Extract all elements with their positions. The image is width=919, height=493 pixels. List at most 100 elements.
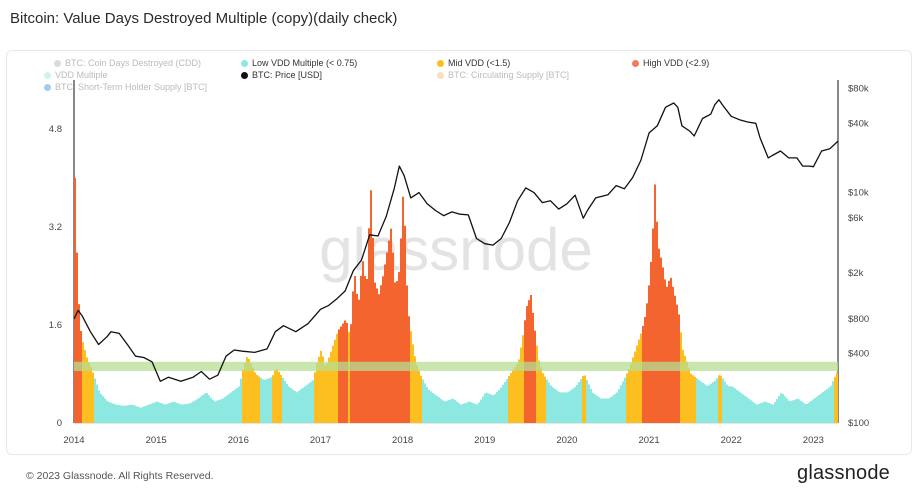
vdd-bar [750, 400, 752, 423]
vdd-bar [542, 373, 544, 423]
vdd-bar [740, 392, 742, 423]
vdd-bar [110, 402, 112, 423]
vdd-bar [326, 363, 328, 423]
vdd-bar [792, 400, 794, 423]
vdd-bar [208, 395, 210, 423]
vdd-bar [454, 400, 456, 423]
vdd-bar [298, 390, 300, 423]
vdd-bar [116, 404, 118, 423]
legend-item-high-vdd[interactable]: High VDD (<2.9) [632, 58, 709, 68]
vdd-bar [742, 394, 744, 423]
vdd-bar [196, 399, 198, 423]
vdd-bar [176, 402, 178, 423]
y-right-tick-label: $800 [848, 314, 869, 325]
vdd-bar [388, 240, 390, 423]
vdd-bar [786, 398, 788, 423]
vdd-bar [140, 407, 142, 423]
vdd-bar [610, 396, 612, 423]
legend-item-vdd-multiple[interactable]: VDD Multiple [44, 70, 108, 80]
legend-item-low-vdd[interactable]: Low VDD Multiple (< 0.75) [241, 58, 357, 68]
legend-item-sth-supply[interactable]: BTC: Short-Term Holder Supply [BTC] [44, 82, 207, 92]
vdd-bar [268, 378, 270, 423]
vdd-bar [442, 400, 444, 423]
vdd-bar [348, 331, 350, 423]
vdd-bar [558, 391, 560, 423]
vdd-bar [592, 392, 594, 423]
vdd-bar [328, 357, 330, 423]
vdd-bar [414, 356, 416, 423]
legend-label: VDD Multiple [55, 70, 108, 80]
vdd-bar [184, 404, 186, 423]
vdd-bar [590, 388, 592, 423]
legend-swatch [437, 71, 444, 79]
vdd-bar [486, 392, 488, 423]
vdd-bar [352, 291, 354, 423]
vdd-bar [404, 225, 406, 423]
vdd-bar [616, 392, 618, 423]
vdd-bar [108, 401, 110, 423]
vdd-bar [156, 401, 158, 423]
vdd-bar [396, 281, 398, 423]
vdd-bar [382, 276, 384, 423]
vdd-bar [704, 384, 706, 423]
legend-swatch [632, 59, 639, 67]
vdd-bar [694, 376, 696, 423]
vdd-bar [772, 404, 774, 423]
vdd-bar [436, 395, 438, 423]
vdd-bar [516, 364, 518, 423]
vdd-bar [240, 378, 242, 423]
vdd-bar [84, 350, 86, 423]
vdd-bar [372, 237, 374, 423]
vdd-bar [638, 339, 640, 423]
vdd-bar [570, 390, 572, 423]
legend-item-btc-price[interactable]: BTC: Price [USD] [241, 70, 322, 80]
x-tick-label: 2022 [721, 435, 742, 446]
vdd-bar [162, 403, 164, 423]
vdd-bar [390, 228, 392, 423]
vdd-bar [222, 398, 224, 423]
vdd-bar [556, 390, 558, 423]
vdd-bar [118, 405, 120, 423]
vdd-bar [332, 345, 334, 423]
vdd-bar [712, 382, 714, 423]
vdd-bar [160, 402, 162, 423]
vdd-bar [92, 372, 94, 423]
vdd-bar [232, 390, 234, 423]
vdd-bar [322, 356, 324, 423]
vdd-bar [548, 382, 550, 423]
vdd-bar [582, 375, 584, 423]
legend-item-mid-vdd[interactable]: Mid VDD (<1.5) [437, 58, 510, 68]
y-left-tick-label: 3.2 [49, 222, 62, 233]
vdd-bar [816, 396, 818, 423]
vdd-bar [536, 345, 538, 423]
vdd-bar [252, 367, 254, 423]
vdd-bar [628, 369, 630, 423]
vdd-bar [342, 323, 344, 423]
vdd-bar [534, 330, 536, 423]
legend-item-circulating-supply[interactable]: BTC: Circulating Supply [BTC] [437, 70, 569, 80]
vdd-bar [774, 402, 776, 423]
vdd-bar [188, 403, 190, 423]
vdd-bar [708, 385, 710, 423]
vdd-bar [510, 373, 512, 423]
vdd-bar [476, 404, 478, 423]
vdd-bar [296, 392, 298, 423]
vdd-bar [450, 399, 452, 423]
vdd-bar [562, 392, 564, 423]
legend-label: BTC: Circulating Supply [BTC] [448, 70, 570, 80]
vdd-bar [460, 404, 462, 423]
legend-item-cdd[interactable]: BTC: Coin Days Destroyed (CDD) [54, 58, 201, 68]
vdd-bar [684, 355, 686, 423]
vdd-bar [472, 402, 474, 423]
vdd-bar [124, 405, 126, 423]
legend-label: BTC: Price [USD] [252, 70, 323, 80]
vdd-bar [544, 376, 546, 423]
vdd-bar [318, 356, 320, 423]
vdd-bar [690, 373, 692, 423]
vdd-bar [522, 335, 524, 423]
vdd-bar [306, 384, 308, 423]
vdd-bar [530, 294, 532, 423]
vdd-bar [310, 381, 312, 423]
vdd-bar [760, 403, 762, 423]
vdd-bar [150, 403, 152, 423]
